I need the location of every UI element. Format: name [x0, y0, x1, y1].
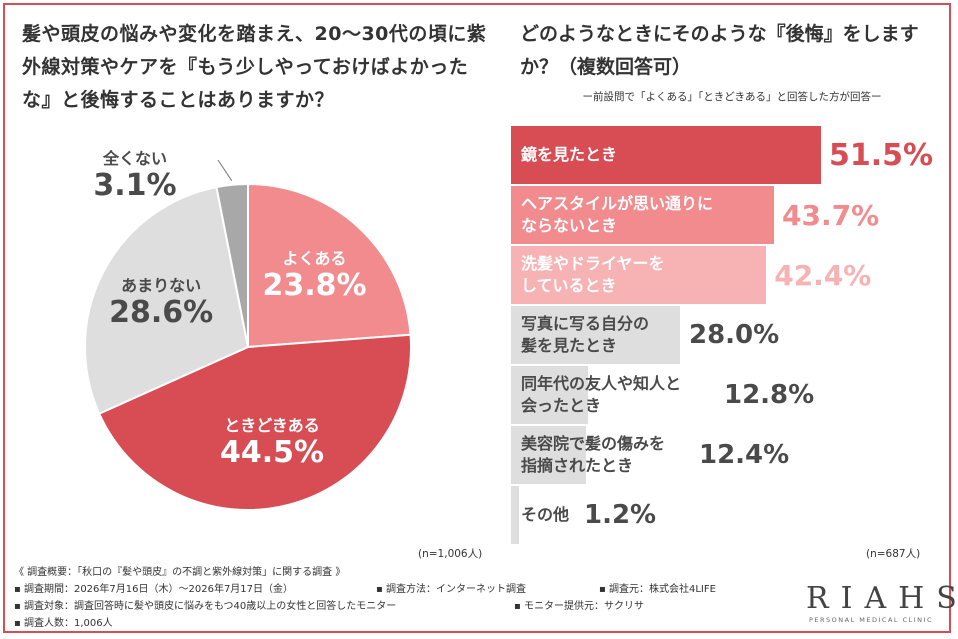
pie-slice-1: [247, 182, 412, 349]
bar-value-label: 12.4%: [699, 440, 790, 470]
bar-category-label: 洗髪やドライヤーを しているとき: [521, 254, 665, 295]
bar-sample-size: (n=687人): [866, 548, 921, 560]
footer-method: ▪ 調査方法：インターネット調査: [376, 584, 526, 595]
bar-fill: [511, 126, 821, 184]
bar-row: 美容院で髪の傷みを 指摘されたとき 12.4%: [511, 426, 931, 484]
bar-row: 写真に写る自分の 髪を見たとき 28.0%: [511, 306, 931, 364]
pie-slice-3: [84, 185, 250, 415]
bar-category-label: 写真に写る自分の 髪を見たとき: [521, 314, 650, 355]
footer-provider: ▪ モニター提供元：サクリサ: [514, 601, 644, 612]
bar-row: その他 1.2%: [511, 486, 931, 544]
bar-row: 洗髪やドライヤーを しているとき 42.4%: [511, 246, 931, 304]
bar-question-title: どのようなときにそのような『後悔』をしますか？（複数回答可）: [520, 23, 919, 78]
outer-frame: [3, 3, 951, 633]
pie-category-label: ときどきある: [224, 415, 320, 435]
pie-label-1: よくある 23.8%: [262, 245, 366, 303]
logo-subtext: PERSONAL MEDICAL CLINIC: [809, 616, 933, 624]
pie-sample-size: (n=1,006人): [418, 548, 483, 560]
bar-fill: [511, 306, 680, 364]
footer-target: ▪ 調査対象：調査回答時に髪や頭皮に悩みをもつ40歳以上の女性と回答したモニター: [14, 601, 397, 612]
pie-slice-4: [215, 182, 249, 348]
pie-value-label: 23.8%: [262, 268, 367, 304]
footer-count: ▪ 調査人数：1,006人: [14, 618, 113, 629]
bar-category-label: 美容院で髪の傷みを 指摘されたとき: [521, 434, 666, 475]
pie-question-title: 髪や頭皮の悩みや変化を踏まえ、20〜30代の頃に紫外線対策やケアを『もう少しやっ…: [22, 23, 487, 111]
bar-fill: [511, 486, 519, 544]
pie-value-label: 44.5%: [219, 434, 325, 470]
clinic-logo: RIAHS PERSONAL MEDICAL CLINIC: [806, 581, 958, 625]
footer-summary: 《 調査概要：「秋口の『髪や頭皮』の不調と紫外線対策」に関する調査 》: [14, 567, 346, 578]
pie-label-3: あまりない 28.6%: [109, 272, 213, 330]
survey-footer: 《 調査概要：「秋口の『髪や頭皮』の不調と紫外線対策」に関する調査 》 ▪ 調査…: [14, 564, 774, 632]
bar-fill: [511, 246, 767, 304]
pie-label-4: 全くない 3.1%: [93, 145, 176, 203]
pie-category-label: 全くない: [102, 149, 168, 168]
bar-fill: [511, 366, 589, 424]
bar-fill: [511, 186, 775, 244]
pie-category-label: よくある: [282, 249, 347, 269]
bar-row: 鏡を見たとき 51.5%: [511, 126, 934, 184]
pie-value-label: 28.6%: [109, 295, 214, 331]
bar-value-label: 1.2%: [584, 500, 657, 530]
bar-value-label: 42.4%: [774, 258, 872, 292]
bar-value-label: 43.7%: [782, 198, 880, 232]
bar-value-label: 12.8%: [724, 380, 815, 410]
bar-category-label: その他: [521, 505, 570, 524]
pie-slice-2: [97, 333, 412, 511]
bar-row: 同年代の友人や知人と 会ったとき 12.8%: [511, 366, 931, 424]
pie-label-2: ときどきある 44.5%: [220, 412, 324, 470]
pie-leader-line: [217, 159, 233, 182]
bar-category-label: ヘアスタイルが思い通りに ならないとき: [521, 194, 714, 235]
footer-source: ▪ 調査元：株式会社4LIFE: [599, 584, 716, 595]
bar-question-subtitle: ー前設問で「よくある」「ときどきある」と回答した方が回答ー: [582, 91, 882, 103]
bar-value-label: 28.0%: [689, 320, 780, 350]
bar-row: ヘアスタイルが思い通りに ならないとき 43.7%: [511, 186, 931, 244]
pie-category-label: あまりない: [121, 276, 202, 296]
bar-fill: [511, 426, 586, 484]
pie-value-label: 3.1%: [93, 168, 177, 203]
bar-category-label: 同年代の友人や知人と 会ったとき: [521, 374, 682, 415]
bar-category-label: 鏡を見たとき: [521, 145, 618, 164]
bar-value-label: 51.5%: [829, 137, 934, 173]
logo-mark: RIAHS: [806, 581, 958, 616]
footer-period: ▪ 調査期間：2026年7月16日（木）〜2026年7月17日（金）: [14, 584, 294, 595]
